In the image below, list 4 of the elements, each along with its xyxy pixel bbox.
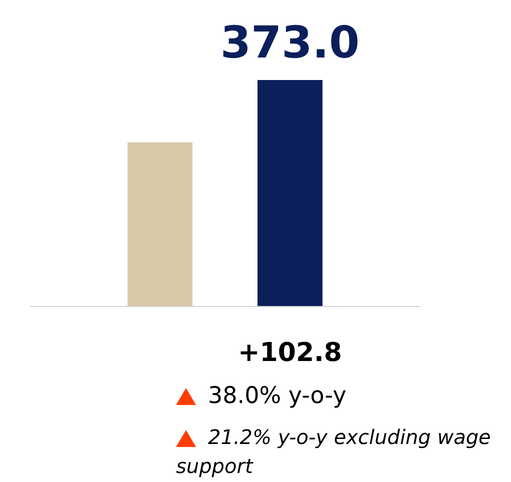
data-label: 373.0	[220, 17, 360, 68]
text: 38.0% y-o-y	[208, 383, 346, 409]
text: +102.8	[238, 338, 342, 368]
text: 21.2% y-o-y excluding wage support	[176, 425, 491, 478]
